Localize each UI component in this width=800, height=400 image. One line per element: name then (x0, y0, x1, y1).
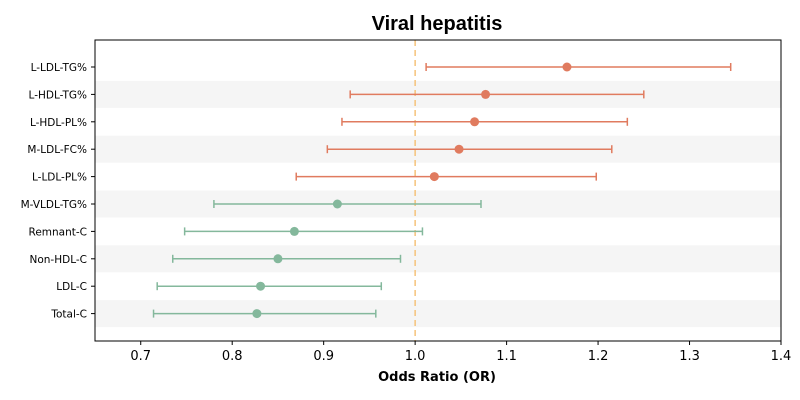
y-tick-label: L-HDL-PL% (30, 117, 87, 129)
chart-title: Viral hepatitis (372, 13, 503, 35)
x-tick-label: 1.4 (771, 349, 792, 364)
x-axis-label: Odds Ratio (OR) (378, 370, 496, 385)
y-tick-label: Remnant-C (29, 226, 88, 238)
y-tick-label: LDL-C (56, 281, 87, 293)
or-point (454, 144, 464, 154)
x-tick-label: 0.9 (313, 349, 334, 364)
x-axis-ticks: 0.7 0.8 0.9 1.0 1.1 1.2 1.3 1.4 (130, 341, 791, 364)
x-tick-label: 1.0 (405, 349, 426, 364)
or-point (332, 199, 342, 209)
x-tick-label: 1.2 (588, 349, 609, 364)
y-tick-label: L-LDL-PL% (32, 172, 87, 184)
plot-frame (94, 39, 782, 342)
or-point (481, 89, 491, 99)
or-point (470, 117, 480, 127)
or-point (562, 62, 572, 72)
data-marks (152, 62, 732, 319)
y-tick-label: M-LDL-FC% (27, 144, 87, 156)
or-point (273, 254, 283, 264)
y-tick-label: M-VLDL-TG% (21, 199, 87, 211)
x-tick-label: 1.3 (679, 349, 700, 364)
y-tick-label: L-HDL-TG% (29, 89, 87, 101)
y-tick-label: Non-HDL-C (30, 254, 88, 266)
or-point (256, 281, 266, 291)
x-tick-label: 0.8 (222, 349, 243, 364)
or-point (429, 172, 439, 182)
y-axis-ticks: L-LDL-TG% L-HDL-TG% L-HDL-PL% M-LDL-FC% L-LD… (21, 62, 95, 321)
y-tick-label: L-LDL-TG% (31, 62, 87, 74)
x-tick-label: 1.1 (496, 349, 517, 364)
x-tick-label: 0.7 (130, 349, 151, 364)
y-tick-label: Total-C (50, 309, 87, 321)
or-point (289, 226, 299, 236)
or-point (252, 309, 262, 319)
